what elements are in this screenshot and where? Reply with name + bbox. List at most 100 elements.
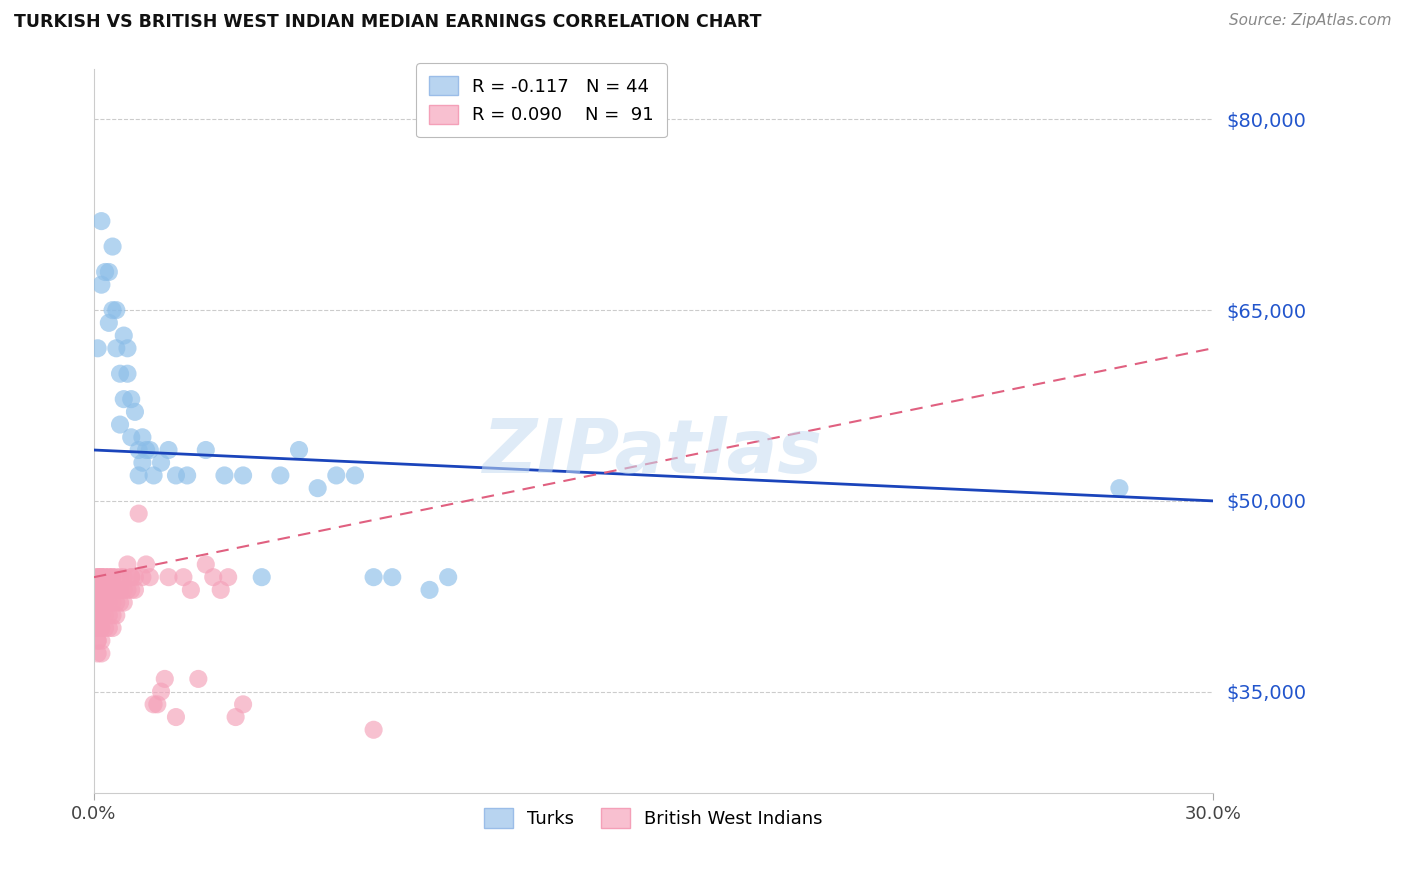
Point: [94, 570, 117, 584]
Point: [90, 582, 112, 597]
Point: [343, 468, 366, 483]
Point: [86, 621, 108, 635]
Point: [94, 582, 117, 597]
Point: [97, 570, 120, 584]
Point: [232, 698, 254, 712]
Text: Source: ZipAtlas.com: Source: ZipAtlas.com: [1229, 13, 1392, 29]
Point: [94, 582, 117, 597]
Point: [86, 341, 108, 355]
Point: [97, 570, 120, 584]
Point: [97, 582, 120, 597]
Point: [124, 582, 146, 597]
Point: [120, 430, 142, 444]
Point: [90, 647, 112, 661]
Point: [86, 570, 108, 584]
Point: [86, 633, 108, 648]
Point: [90, 596, 112, 610]
Point: [131, 430, 153, 444]
Point: [180, 582, 202, 597]
Point: [94, 621, 117, 635]
Point: [142, 468, 165, 483]
Point: [94, 265, 117, 279]
Point: [117, 558, 139, 572]
Point: [142, 698, 165, 712]
Point: [112, 392, 135, 406]
Point: [108, 596, 131, 610]
Point: [112, 328, 135, 343]
Point: [363, 723, 385, 737]
Point: [250, 570, 273, 584]
Point: [86, 570, 108, 584]
Point: [120, 570, 142, 584]
Point: [131, 456, 153, 470]
Point: [90, 570, 112, 584]
Point: [101, 570, 124, 584]
Point: [269, 468, 291, 483]
Point: [90, 570, 112, 584]
Point: [124, 570, 146, 584]
Point: [105, 608, 128, 623]
Point: [101, 596, 124, 610]
Point: [165, 710, 187, 724]
Point: [86, 596, 108, 610]
Point: [150, 456, 173, 470]
Point: [97, 265, 120, 279]
Point: [187, 672, 209, 686]
Point: [90, 582, 112, 597]
Point: [90, 633, 112, 648]
Point: [176, 468, 198, 483]
Point: [101, 303, 124, 318]
Point: [86, 582, 108, 597]
Point: [90, 570, 112, 584]
Point: [105, 341, 128, 355]
Point: [108, 570, 131, 584]
Point: [194, 442, 217, 457]
Point: [101, 621, 124, 635]
Point: [307, 481, 329, 495]
Point: [209, 582, 232, 597]
Point: [135, 558, 157, 572]
Point: [90, 582, 112, 597]
Point: [101, 608, 124, 623]
Point: [86, 621, 108, 635]
Point: [86, 570, 108, 584]
Point: [157, 442, 180, 457]
Point: [101, 582, 124, 597]
Point: [90, 596, 112, 610]
Point: [101, 570, 124, 584]
Point: [97, 582, 120, 597]
Point: [419, 582, 441, 597]
Point: [1108, 481, 1130, 495]
Point: [112, 596, 135, 610]
Point: [94, 582, 117, 597]
Point: [139, 570, 162, 584]
Point: [90, 214, 112, 228]
Point: [194, 558, 217, 572]
Point: [117, 341, 139, 355]
Point: [112, 582, 135, 597]
Point: [437, 570, 460, 584]
Point: [105, 582, 128, 597]
Point: [288, 442, 311, 457]
Point: [97, 608, 120, 623]
Point: [128, 442, 150, 457]
Point: [120, 582, 142, 597]
Point: [120, 392, 142, 406]
Point: [90, 621, 112, 635]
Point: [128, 468, 150, 483]
Point: [97, 596, 120, 610]
Point: [105, 582, 128, 597]
Legend: Turks, British West Indians: Turks, British West Indians: [477, 801, 830, 835]
Point: [363, 570, 385, 584]
Point: [94, 596, 117, 610]
Point: [117, 582, 139, 597]
Point: [217, 570, 239, 584]
Point: [97, 621, 120, 635]
Point: [135, 442, 157, 457]
Point: [94, 570, 117, 584]
Point: [86, 608, 108, 623]
Point: [214, 468, 236, 483]
Point: [146, 698, 169, 712]
Point: [108, 417, 131, 432]
Point: [94, 596, 117, 610]
